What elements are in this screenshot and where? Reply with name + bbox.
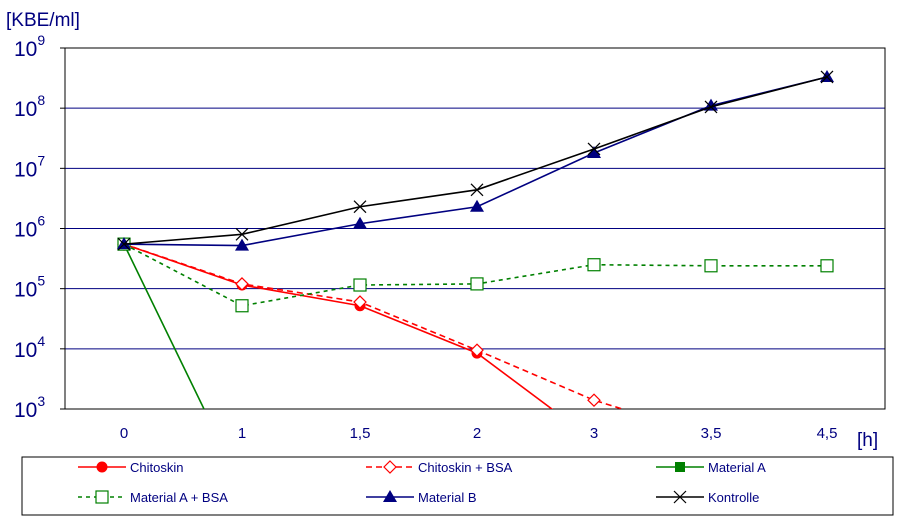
legend-entry: Chitoskin + BSA [366,460,513,475]
data-point [820,69,834,82]
data-point [470,343,484,358]
y-tick-label: 105 [14,273,45,302]
data-point [675,462,685,472]
data-point [820,259,834,273]
x-tick-label: 1 [238,425,246,442]
data-point [96,461,108,473]
data-point [704,100,718,114]
data-point [383,490,397,502]
x-axis-ticks: 0 1 1,5 2 3 3,5 4,5 [120,425,838,442]
y-tick-label: 107 [14,152,45,181]
data-point [587,145,601,158]
data-point [470,183,484,197]
data-point [353,200,367,214]
data-point [117,237,131,251]
x-tick-label: 3 [590,425,598,442]
series-4 [117,69,834,251]
series-3 [117,237,834,313]
data-point [235,277,249,291]
y-tick-label: 108 [14,92,45,121]
data-point [353,278,367,292]
series-line [123,243,205,409]
legend-label: Material B [418,490,477,505]
y-tick-label: 103 [14,393,45,422]
x-tick-label: 2 [473,425,481,442]
grid-lines [65,107,885,350]
data-point [95,490,109,504]
legend-entry: Material A + BSA [78,490,228,505]
data-point [587,142,601,156]
legend-label: Material A + BSA [130,490,228,505]
legend [21,456,894,516]
data-point [235,299,249,313]
data-point [353,295,367,309]
legend-entry: Material B [366,490,477,505]
data-point [235,238,249,251]
data-point [587,393,601,408]
data-point [353,216,367,229]
legend-label: Material A [708,460,766,475]
x-tick-label: 0 [120,425,128,442]
data-point [117,237,131,250]
series-5 [117,70,834,251]
data-point [704,259,718,273]
data-point [470,277,484,291]
y-axis-unit-label: [KBE/ml] [6,10,80,31]
data-point [820,70,834,84]
x-axis-unit-label: [h] [857,430,878,451]
x-tick-label: 3,5 [701,425,722,442]
x-tick-label: 1,5 [350,425,371,442]
legend-entry: Chitoskin [78,460,183,475]
y-tick-label: 104 [14,333,45,362]
y-axis-ticks: 103 104 105 106 107 108 109 [14,32,65,422]
series-line [123,243,626,409]
legend-items: Chitoskin Chitoskin + BSA Material A Materi… [78,460,766,505]
legend-label: Chitoskin + BSA [418,460,513,475]
legend-entry: Material A [656,460,766,475]
data-point [673,490,687,504]
series-group [117,69,834,409]
data-point [235,227,249,241]
y-tick-label: 109 [14,32,45,61]
data-point [470,199,484,212]
y-tick-label: 106 [14,213,45,242]
legend-label: Chitoskin [130,460,183,475]
legend-label: Kontrolle [708,490,759,505]
legend-entry: Kontrolle [656,490,759,505]
data-point [587,258,601,272]
data-point [383,460,397,474]
x-tick-label: 4,5 [817,425,838,442]
